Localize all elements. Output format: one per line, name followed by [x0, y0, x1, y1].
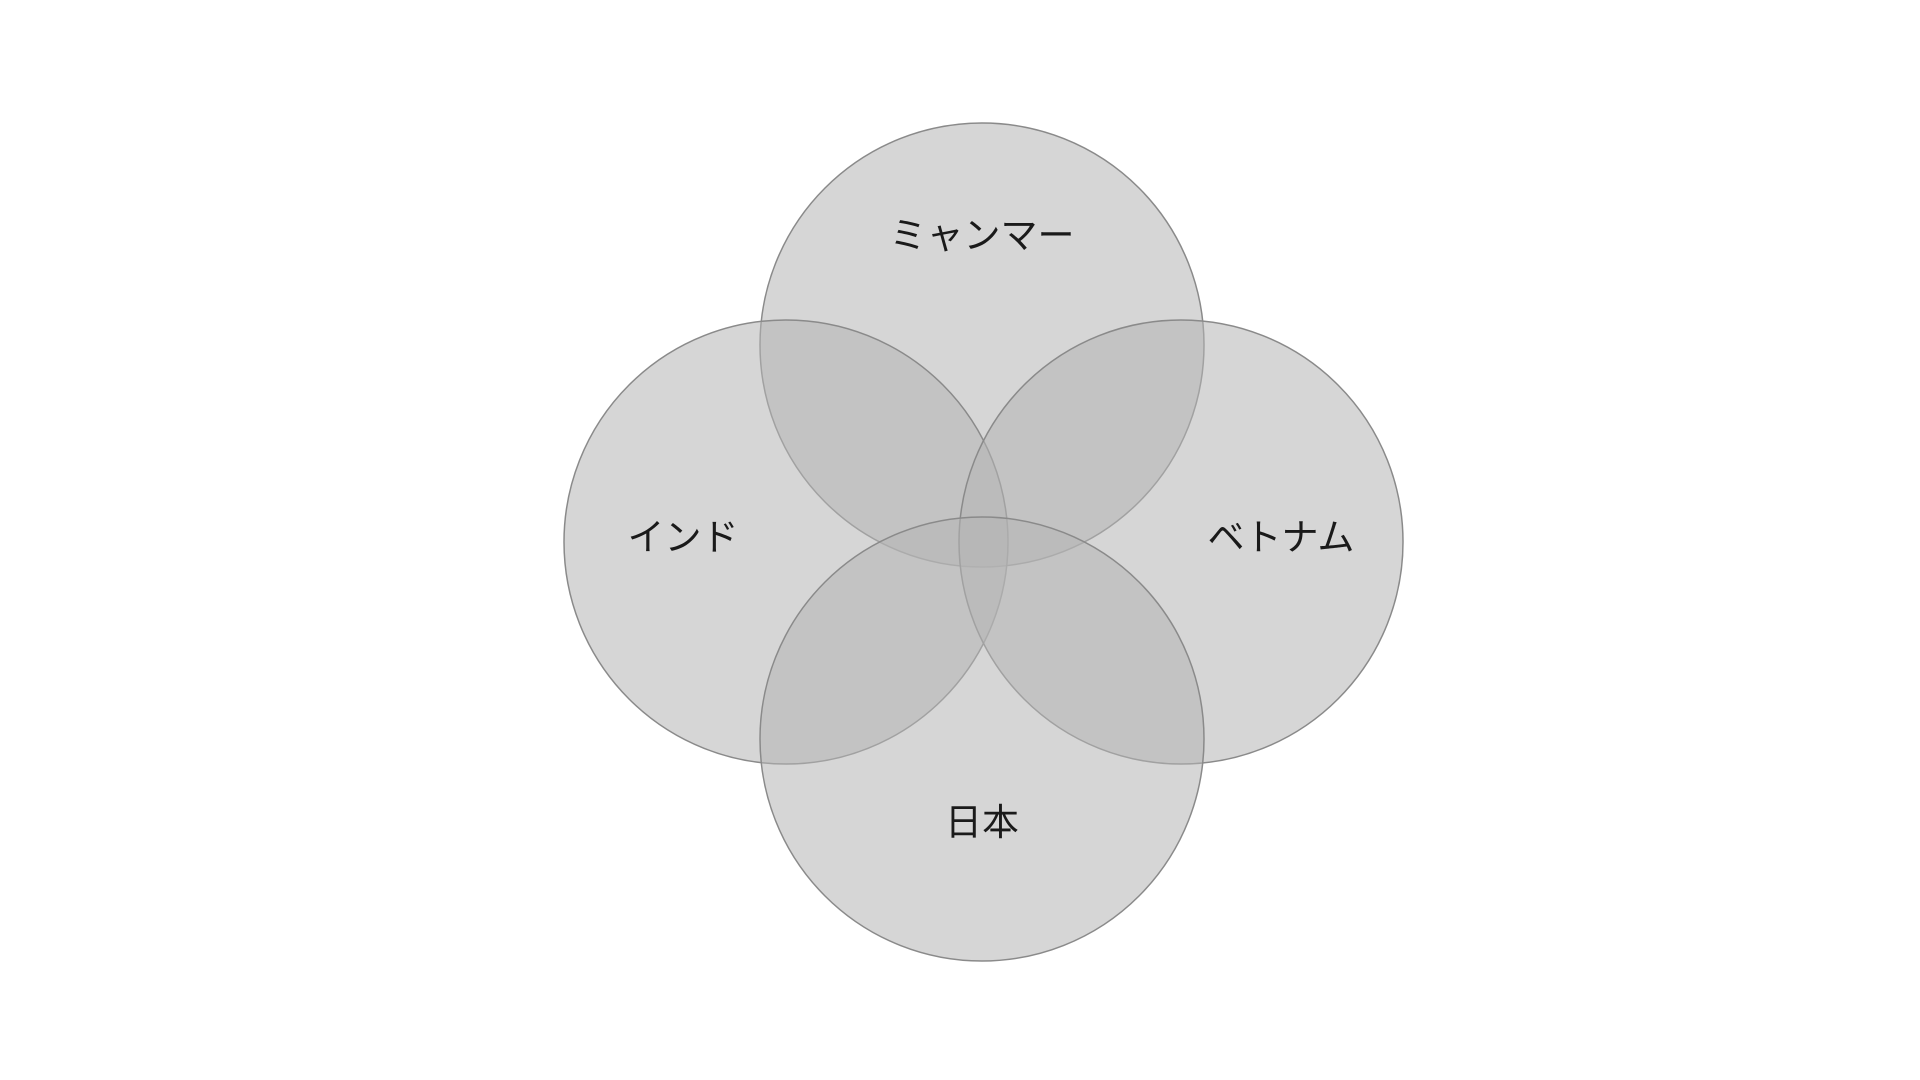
label-india: インド — [628, 516, 739, 559]
circle-japan — [759, 516, 1205, 962]
label-vietnam: ベトナム — [1208, 516, 1355, 559]
label-myanmar: ミャンマー — [890, 214, 1075, 257]
label-japan: 日本 — [945, 801, 1019, 844]
